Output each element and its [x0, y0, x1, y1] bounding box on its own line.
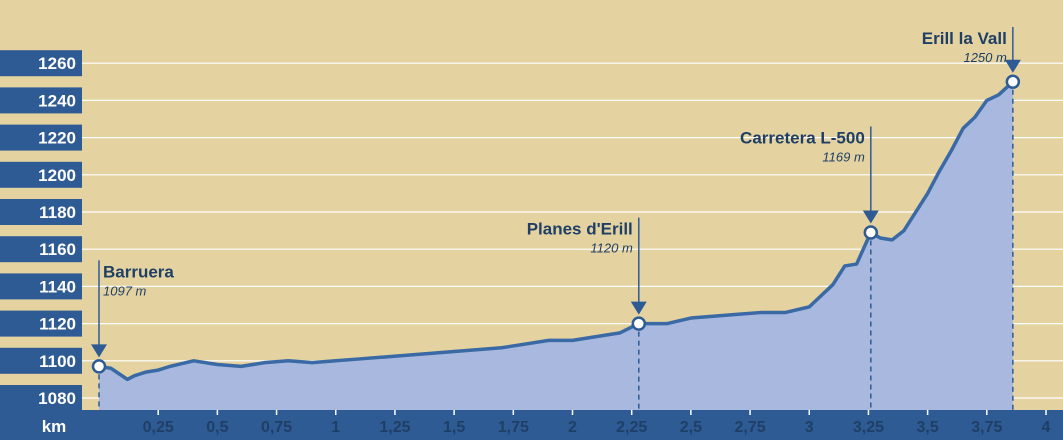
waypoint-marker: [1005, 74, 1021, 90]
waypoint-marker: [91, 359, 107, 374]
y-tick-box-1080: [0, 385, 82, 411]
area-layer: [98, 80, 1015, 411]
waypoint-name: Erill la Vall: [922, 29, 1007, 48]
waypoint-arrowhead: [91, 344, 107, 358]
waypoint-arrowhead: [862, 210, 879, 224]
y-tick-label: 1260: [38, 54, 76, 73]
x-tick-label: 1,75: [498, 419, 529, 436]
x-tick-label: 1: [331, 419, 340, 436]
x-tick-label: 3,25: [853, 419, 884, 436]
x-tick-label: 2,75: [734, 419, 765, 436]
waypoint-0: Barruera 1097 m: [91, 260, 174, 410]
x-tick-label: 0,5: [206, 419, 228, 436]
waypoint-elevation: 1169 m: [822, 149, 865, 164]
x-axis-title: km: [42, 417, 67, 436]
x-tick-label: 3,5: [917, 419, 939, 436]
y-tick-label: 1200: [38, 166, 76, 185]
waypoint-name: Carretera L-500: [740, 128, 865, 147]
waypoint-elevation: 1120 m: [590, 241, 633, 256]
waypoint-3: Erill la Vall 1250 m: [922, 27, 1021, 410]
profile-area: [99, 81, 1013, 411]
y-tick-box-1200: [0, 161, 82, 188]
y-axis: 1080 1100 1120 1140 1160 1180 1200 1220 1240 1260: [0, 50, 82, 411]
y-tick-box-1220: [0, 124, 82, 151]
y-tick-box-1180: [0, 199, 82, 225]
x-tick-label: 2: [568, 419, 577, 436]
y-tick-label: 1120: [39, 315, 76, 334]
waypoint-marker: [863, 225, 879, 240]
x-tick-label: 1,5: [443, 419, 465, 436]
x-tick-label: 2,25: [616, 419, 647, 436]
x-axis: km 0,25 0,5 0,75 1 1,25 1,5 1,75 2 2,25 2,5 2,75 3 3…: [0, 410, 1063, 440]
x-tick-label: 0,75: [261, 419, 292, 436]
waypoint-2: Carretera L-500 1169 m: [740, 126, 879, 410]
waypoint-1: Planes d'Erill 1120 m: [527, 217, 647, 410]
y-tick-label: 1180: [39, 203, 76, 222]
y-tick-box-1120: [0, 310, 82, 337]
y-tick-box-1100: [0, 347, 82, 374]
y-tick-box-1260: [0, 50, 82, 77]
y-tick-label: 1140: [39, 277, 76, 296]
x-tick-label: 3,75: [971, 419, 1002, 436]
waypoint-name: Barruera: [103, 262, 174, 281]
waypoint-arrowhead: [630, 301, 647, 315]
x-tick-label: 1,25: [379, 419, 410, 436]
waypoint-name: Planes d'Erill: [527, 220, 633, 239]
waypoint-layer: Barruera 1097 m Planes d'Erill 1120 m Carret…: [91, 27, 1021, 410]
y-tick-box-1240: [0, 87, 82, 114]
y-tick-label: 1160: [39, 240, 76, 259]
y-tick-label: 1080: [38, 389, 76, 408]
profile-line: [98, 80, 1015, 382]
waypoint-elevation: 1097 m: [103, 283, 147, 298]
x-tick-label: 0,25: [143, 419, 174, 436]
waypoint-marker: [631, 316, 647, 331]
y-tick-box-1160: [0, 236, 82, 263]
x-axis-band: [0, 410, 1063, 440]
y-tick-box-1140: [0, 273, 82, 300]
x-tick-label: 3: [805, 419, 814, 436]
y-tick-label: 1240: [38, 91, 76, 110]
y-tick-label: 1100: [39, 352, 76, 371]
waypoint-elevation: 1250 m: [963, 50, 1007, 65]
x-tick-label: 2,5: [680, 419, 702, 436]
waypoint-arrowhead: [1004, 59, 1021, 73]
x-tick-label: 4: [1042, 419, 1051, 436]
y-tick-label: 1220: [38, 129, 76, 148]
